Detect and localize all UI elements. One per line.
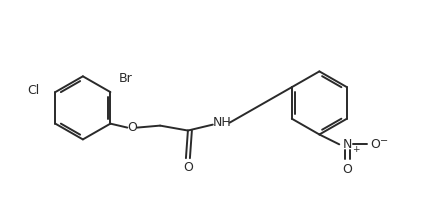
Text: Cl: Cl bbox=[27, 84, 40, 97]
Text: O: O bbox=[127, 121, 137, 134]
Text: O: O bbox=[342, 164, 352, 177]
Text: NH: NH bbox=[212, 116, 231, 129]
Text: +: + bbox=[352, 145, 360, 154]
Text: N: N bbox=[343, 138, 352, 151]
Text: −: − bbox=[380, 136, 388, 146]
Text: O: O bbox=[370, 138, 380, 151]
Text: Br: Br bbox=[119, 72, 132, 85]
Text: O: O bbox=[183, 161, 193, 174]
